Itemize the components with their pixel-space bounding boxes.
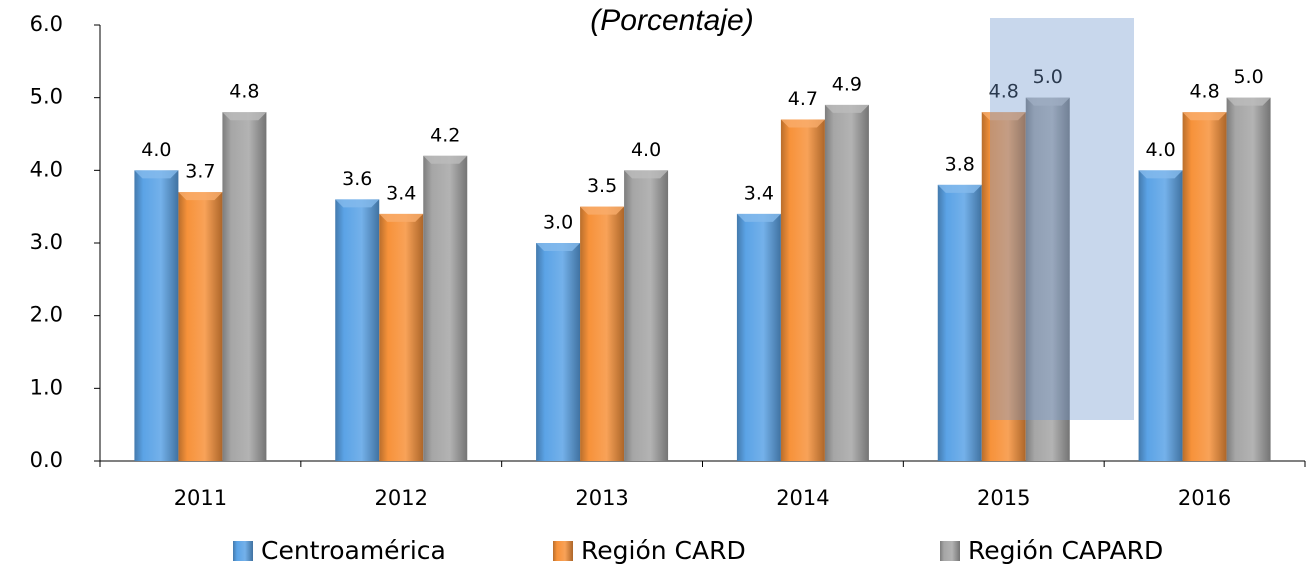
value-label: 3.6 <box>342 168 372 190</box>
y-tick-label: 2.0 <box>30 303 63 327</box>
y-tick-label: 3.0 <box>30 230 63 254</box>
bar <box>1138 170 1183 462</box>
bar-bevel <box>222 112 267 121</box>
value-label: 4.0 <box>631 139 661 161</box>
bar <box>1025 97 1070 462</box>
bar-bevel <box>981 112 1026 121</box>
bar <box>379 213 424 461</box>
legend-marker <box>553 541 573 561</box>
legend-label: Región CARD <box>581 536 746 565</box>
bar-bevel <box>824 104 869 113</box>
bar <box>580 206 625 461</box>
bar-bevel <box>736 213 781 222</box>
bar <box>736 213 781 461</box>
bar-bevel <box>335 199 380 208</box>
value-label: 3.5 <box>587 175 617 197</box>
legend-marker <box>940 541 960 561</box>
bar <box>423 155 468 462</box>
bar <box>536 243 581 461</box>
value-label: 5.0 <box>1033 66 1063 88</box>
bar-bevel <box>1226 97 1271 106</box>
x-tick-label: 2013 <box>575 486 628 510</box>
bar-bevel <box>780 119 825 128</box>
bar <box>824 104 869 461</box>
x-tick-label: 2012 <box>375 486 428 510</box>
highlight <box>990 18 1134 420</box>
bar <box>981 112 1026 461</box>
y-tick-label: 5.0 <box>30 85 63 109</box>
value-label: 4.8 <box>989 81 1019 103</box>
bar <box>1182 112 1227 461</box>
value-label: 4.8 <box>1189 81 1219 103</box>
bar-bevel <box>937 184 982 193</box>
bar <box>624 170 669 462</box>
bar-bevel <box>1138 170 1183 179</box>
bar-bevel <box>1025 97 1070 106</box>
value-label: 4.8 <box>229 81 259 103</box>
chart-subtitle: (Porcentaje) <box>590 4 753 37</box>
legend-marker <box>233 541 253 561</box>
value-label: 3.4 <box>386 182 416 204</box>
x-tick-label: 2016 <box>1178 486 1231 510</box>
bar-bevel <box>1182 112 1227 121</box>
value-label: 4.9 <box>832 73 862 95</box>
bar <box>335 199 380 461</box>
bar-bevel <box>178 192 223 201</box>
y-tick-label: 0.0 <box>30 448 63 472</box>
bar-bevel <box>580 206 625 215</box>
value-label: 3.7 <box>185 161 215 183</box>
bar <box>780 119 825 461</box>
x-tick-label: 2014 <box>776 486 829 510</box>
legend-label: Centroamérica <box>261 536 446 565</box>
value-label: 4.2 <box>430 124 460 146</box>
bar <box>1226 97 1271 462</box>
value-label: 4.0 <box>141 139 171 161</box>
legend-label: Región CAPARD <box>968 536 1163 565</box>
bar <box>134 170 179 462</box>
y-tick-label: 6.0 <box>30 12 63 36</box>
bar-bevel <box>134 170 179 179</box>
bar-bevel <box>379 213 424 222</box>
bar-bevel <box>624 170 669 179</box>
y-tick-label: 1.0 <box>30 375 63 399</box>
value-label: 4.0 <box>1145 139 1175 161</box>
value-label: 3.4 <box>744 182 774 204</box>
value-label: 3.0 <box>543 212 573 234</box>
bar <box>178 192 223 461</box>
bar-bevel <box>423 155 468 164</box>
bar <box>937 184 982 461</box>
bar-bevel <box>536 243 581 251</box>
value-label: 4.7 <box>788 88 818 110</box>
x-tick-label: 2015 <box>977 486 1030 510</box>
y-tick-label: 4.0 <box>30 157 63 181</box>
value-label: 5.0 <box>1233 66 1263 88</box>
bar <box>222 112 267 461</box>
x-tick-label: 2011 <box>174 486 227 510</box>
value-label: 3.8 <box>945 153 975 175</box>
